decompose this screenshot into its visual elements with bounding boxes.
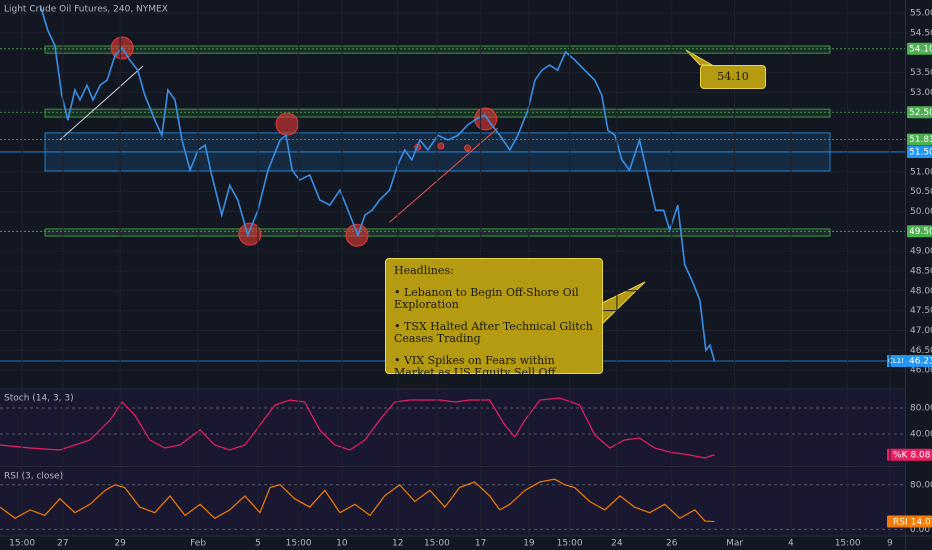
x-tick-label: 15:00 (9, 539, 35, 549)
y-tick-label: 0.00 (910, 525, 930, 535)
y-tick-label: 53.00 (910, 88, 932, 98)
y-tick-label: 51.00 (910, 167, 932, 177)
y-tick-label: 48.50 (910, 266, 932, 276)
trend-line (59, 65, 144, 141)
y-tick-label: 46.50 (910, 346, 932, 356)
axis-badge (887, 448, 932, 461)
y-tick-label: 50.50 (910, 187, 932, 197)
y-tick-label: 50.00 (910, 207, 932, 217)
trend-line (389, 127, 499, 223)
level-badge-label: 51.81 (909, 135, 932, 145)
rsi-title: RSI (3, close) (4, 472, 63, 482)
x-tick-label: 17 (475, 539, 486, 549)
badge-part: 14.07 (911, 517, 932, 527)
y-tick-label: 46.00 (910, 366, 932, 376)
headlines-title: Headlines: (394, 264, 454, 277)
series-line (0, 478, 715, 523)
zone (44, 228, 831, 237)
y-tick-label: 48.00 (910, 286, 932, 296)
x-tick-label: 10 (336, 539, 348, 549)
x-tick-label: 26 (666, 539, 678, 549)
x-tick-label: Mar (726, 539, 743, 549)
marker (238, 222, 262, 246)
callout-box: 54.10 (700, 65, 766, 89)
series-line (39, 4, 716, 362)
level-badge (907, 133, 932, 146)
x-tick-label: 29 (114, 539, 126, 549)
badge-part: RSI (893, 517, 908, 527)
level-badge (907, 145, 932, 158)
y-tick-label: 80.00 (910, 404, 932, 414)
level-badge (907, 106, 932, 119)
symbol-label: CL1! (888, 357, 904, 365)
series-line (0, 397, 715, 459)
headline-pointer (597, 281, 646, 330)
level-badge (907, 355, 932, 368)
stoch-title: Stoch (14, 3, 3) (4, 394, 74, 404)
x-tick-label: 9 (887, 539, 893, 549)
y-tick-label: 53.50 (910, 68, 932, 78)
badge-part: %K (893, 450, 909, 460)
headline: • TSX Halted After Technical Glitch Ceas… (394, 320, 593, 345)
axis-badge-label: %K 8.08 (893, 450, 931, 460)
chart-title: Light Crude Oil Futures, 240, NYMEX (4, 5, 168, 15)
headline: • Lebanon to Begin Off-Shore Oil Explora… (394, 286, 579, 311)
badge-part: 8.08 (910, 450, 930, 460)
level-badge (907, 225, 932, 238)
marker (275, 112, 299, 136)
x-tick-label: Feb (190, 539, 206, 549)
marker (464, 144, 472, 152)
level-badge (907, 42, 932, 55)
x-tick-label: 24 (611, 539, 623, 549)
y-tick-label: 55.00 (910, 9, 932, 19)
x-tick-label: 5 (255, 539, 261, 549)
level-badge-label: 46.23 (909, 357, 932, 367)
symbol-badge (887, 355, 907, 368)
level-badge-label: 49.50 (909, 227, 932, 237)
level-badge-label: 54.10 (909, 44, 932, 54)
headlines-box: Headlines: • Lebanon to Begin Off-Shore … (385, 258, 603, 391)
x-tick-label: 19 (523, 539, 535, 549)
headline: • VIX Spikes on Fears within Market as U… (394, 354, 556, 391)
zone (44, 45, 831, 54)
level-badge-label: 51.50 (909, 147, 932, 157)
stoch-panel (0, 390, 905, 465)
y-tick-label: 40.00 (910, 429, 932, 439)
level-badge-label: 52.50 (909, 108, 932, 118)
y-tick-label: 47.50 (910, 306, 932, 316)
axis-badge (887, 515, 932, 528)
y-tick-label: 54.50 (910, 28, 932, 38)
y-tick-label: 49.00 (910, 247, 932, 257)
x-tick-label: 15:00 (557, 539, 583, 549)
x-tick-label: 12 (392, 539, 403, 549)
x-tick-label: 27 (57, 539, 68, 549)
x-tick-label: 15:00 (286, 539, 312, 549)
x-tick-label: 15:00 (424, 539, 450, 549)
rsi-panel (0, 468, 905, 535)
marker (345, 223, 369, 247)
zone (44, 108, 831, 118)
x-tick-label: 15:00 (835, 539, 861, 549)
x-tick-label: 4 (788, 539, 794, 549)
y-tick-label: 80.00 (910, 480, 932, 490)
marker (437, 142, 445, 150)
y-tick-label: 47.00 (910, 326, 932, 336)
